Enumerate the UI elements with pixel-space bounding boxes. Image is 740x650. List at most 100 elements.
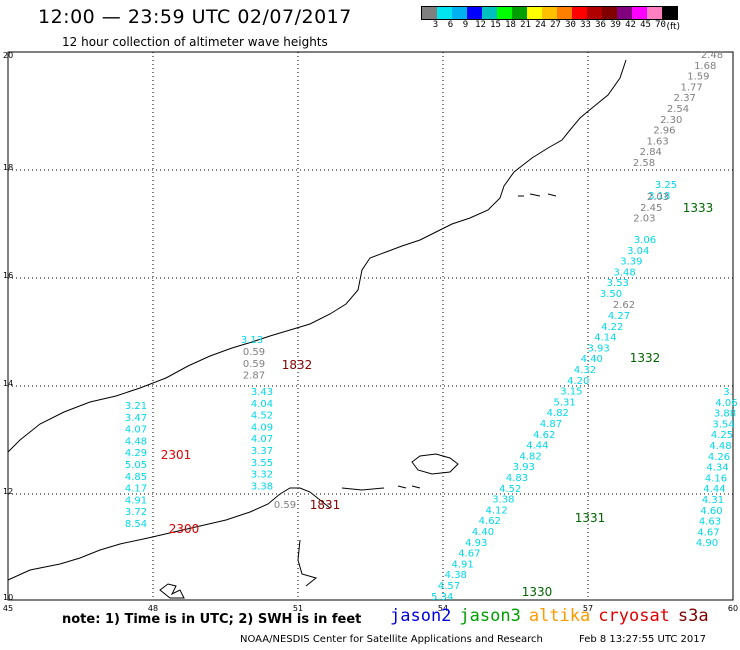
wave-height-value: 2.03 (647, 192, 669, 203)
wave-height-value: 4.60 (700, 506, 722, 517)
timestamp: Feb 8 13:27:55 UTC 2017 (579, 634, 706, 645)
wave-height-value: 4.09 (251, 422, 273, 433)
wave-height-value: 2.58 (633, 158, 655, 169)
legend-swatch (542, 7, 557, 19)
satellite-name: cryosat (598, 606, 670, 626)
wave-height-value: 4.91 (451, 559, 473, 570)
wave-height-value: 4.38 (445, 570, 467, 581)
wave-height-value: 4.32 (574, 365, 596, 376)
legend-labels: 3 6 9 12 15 18 21 24 27 30 33 36 39 42 45 70 (428, 20, 678, 30)
wave-height-value: 4.27 (608, 311, 630, 322)
wave-height-value: 4.83 (506, 473, 528, 484)
legend-label: 45 (640, 20, 651, 30)
wave-height-value: 3.37 (251, 446, 273, 457)
wave-height-value: 3.50 (600, 289, 622, 300)
wave-height-value: 4.62 (479, 516, 501, 527)
wave-height-value: 3.54 (712, 419, 734, 430)
map-frame (7, 51, 734, 601)
wave-height-value: 5.31 (553, 397, 575, 408)
wave-height-value: 4.34 (706, 463, 728, 474)
wave-height-value: 4.52 (499, 484, 521, 495)
color-legend: 3 6 9 12 15 18 21 24 27 30 33 36 39 42 45 70 (ft) (421, 6, 680, 32)
pass-time-label: 1330 (522, 585, 553, 599)
wave-height-value: 4.48 (125, 436, 147, 447)
legend-label: 36 (595, 20, 606, 30)
legend-label: 70 (655, 20, 666, 30)
wave-height-value: 4.07 (251, 434, 273, 445)
wave-height-value: 2.87 (243, 371, 265, 382)
wave-height-value: 3.13 (241, 335, 263, 346)
wave-height-value: 4.82 (519, 451, 541, 462)
legend-label: 27 (550, 20, 561, 30)
wave-height-value: 1.68 (694, 61, 716, 72)
satellite-name: jason3 (459, 606, 521, 626)
pass-times: 1333 1332 1331 1330 1832 1831 2301 2300 (161, 201, 714, 599)
legend-color-bar (421, 6, 678, 20)
legend-swatch (617, 7, 632, 19)
lat-tick-label: 16 (3, 271, 13, 280)
wave-height-value: 4.93 (465, 538, 487, 549)
wave-height-value: 4.40 (581, 354, 603, 365)
legend-label: 42 (625, 20, 636, 30)
legend-swatch (572, 7, 587, 19)
wave-height-value: 3.21 (125, 401, 147, 412)
legend-label: 3 (432, 20, 439, 30)
lon-tick-label: 57 (583, 604, 593, 613)
wave-height-value: 4.25 (711, 430, 733, 441)
wave-height-value: 0.59 (243, 359, 265, 370)
wave-height-value: 4.20 (567, 376, 589, 387)
wave-height-value: 4.62 (533, 430, 555, 441)
wave-height-value: 4.04 (251, 399, 273, 410)
wave-height-value: 3.38 (492, 495, 514, 506)
legend-swatch (452, 7, 467, 19)
wave-height-value: 4.44 (703, 484, 725, 495)
wave-height-value: 4.17 (125, 484, 147, 495)
wave-height-value: 1.63 (646, 136, 668, 147)
legend-swatch (422, 7, 437, 19)
legend-swatch (497, 7, 512, 19)
legend-label: 9 (462, 20, 469, 30)
wave-height-value: 4.06 (715, 398, 737, 409)
legend-swatch (527, 7, 542, 19)
legend-swatch (467, 7, 482, 19)
wave-height-value: 3.93 (587, 343, 609, 354)
chart-title: 12:00 — 23:59 UTC 02/07/2017 (38, 6, 352, 28)
wave-height-tracks: 2.481.681.591.772.372.542.302.961.632.84… (125, 50, 738, 603)
lat-tick-label: 20 (3, 51, 13, 60)
satellite-name: s3a (677, 606, 709, 626)
satellite-name: jason2 (390, 606, 452, 626)
legend-label: 30 (565, 20, 576, 30)
wave-height-value: 3.48 (613, 267, 635, 278)
lon-tick-label: 51 (293, 604, 303, 613)
wave-height-value: 3.15 (560, 387, 582, 398)
wave-height-value: 4.52 (251, 411, 273, 422)
pass-time-label: 1333 (683, 201, 714, 215)
wave-height-value: 4.67 (458, 549, 480, 560)
wave-height-value: 3.93 (513, 462, 535, 473)
credit: NOAA/NESDIS Center for Satellite Applica… (240, 634, 543, 645)
lon-tick-label: 45 (3, 604, 13, 613)
wave-height-value: 4.16 (705, 473, 727, 484)
legend-swatch (482, 7, 497, 19)
wave-height-value: 3.53 (607, 278, 629, 289)
wave-height-value: 3. (723, 387, 733, 398)
wave-height-value: 4.44 (526, 441, 548, 452)
wave-height-value: 3.72 (125, 507, 147, 518)
wave-height-value: 2.37 (674, 93, 696, 104)
wave-height-value: 4.57 (438, 581, 460, 592)
wave-height-value: 0.59 (243, 347, 265, 358)
wave-height-value: 8.54 (125, 519, 147, 530)
wave-height-value: 0.59 (274, 500, 296, 511)
wave-height-value: 4.26 (708, 452, 730, 463)
wave-height-value: 2.03 (633, 214, 655, 225)
pass-time-label: 1332 (630, 351, 661, 365)
wave-height-value: 5.05 (125, 460, 147, 471)
pass-time-label: 1831 (310, 498, 341, 512)
wave-height-value: 3.55 (251, 458, 273, 469)
axis-labels: 45 48 51 54 57 60 20 18 16 14 12 10 (3, 51, 738, 613)
legend-swatch (587, 7, 602, 19)
wave-height-value: 4.48 (709, 441, 731, 452)
wave-height-value: 2.96 (653, 126, 675, 137)
wave-height-value: 3.04 (627, 246, 649, 257)
legend-label: 24 (535, 20, 546, 30)
